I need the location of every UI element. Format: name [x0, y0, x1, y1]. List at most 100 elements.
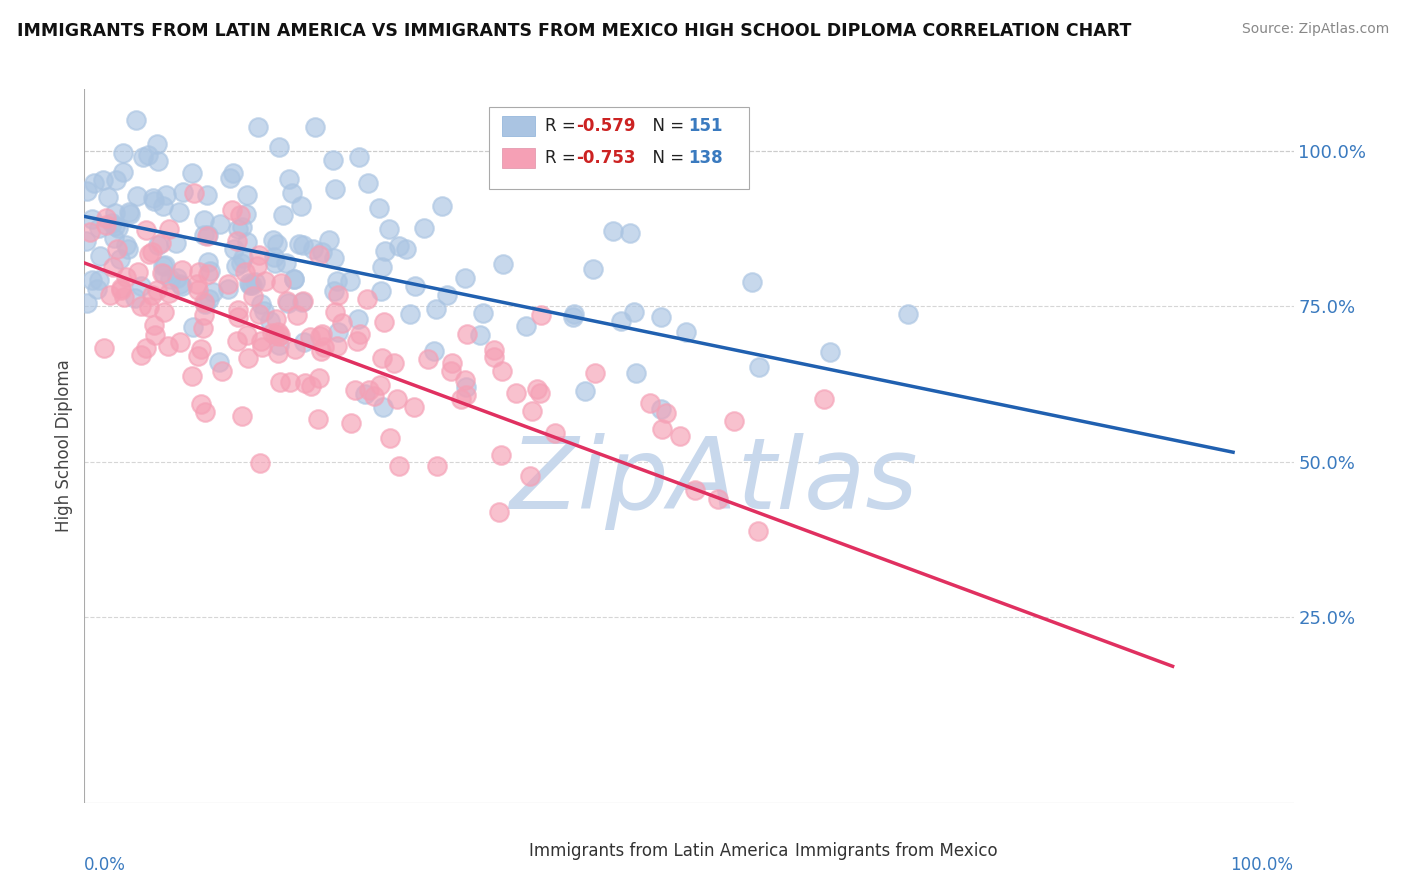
Point [105, 242, 128, 256]
Point [326, 339, 349, 353]
Point [309, 328, 332, 343]
Point [80, 273, 103, 287]
Point [281, 186, 304, 201]
Point [468, 327, 491, 342]
Point [165, 235, 187, 250]
Point [339, 416, 361, 430]
Point [83, 176, 105, 190]
Point [104, 206, 127, 220]
Point [423, 343, 446, 358]
Text: R =: R = [546, 149, 581, 167]
Point [526, 382, 548, 396]
Point [231, 219, 253, 234]
Point [382, 356, 405, 370]
Point [288, 237, 311, 252]
Y-axis label: High School Diploma: High School Diploma [55, 359, 73, 533]
Point [325, 304, 347, 318]
Point [193, 212, 215, 227]
Point [561, 310, 583, 325]
Point [193, 308, 215, 322]
Point [180, 368, 202, 383]
Point [232, 251, 254, 265]
Point [456, 326, 478, 341]
Point [302, 242, 325, 256]
Point [482, 343, 505, 358]
Point [118, 205, 141, 219]
Point [543, 425, 565, 440]
Point [308, 371, 330, 385]
Point [247, 307, 270, 321]
Point [440, 364, 463, 378]
Point [142, 191, 165, 205]
Point [242, 289, 264, 303]
Point [675, 325, 697, 339]
Point [491, 364, 513, 378]
Point [748, 359, 770, 374]
Point [471, 306, 494, 320]
Point [94, 218, 117, 232]
Point [356, 292, 378, 306]
Text: Immigrants from Latin America: Immigrants from Latin America [529, 842, 789, 860]
Point [75, 234, 97, 248]
Point [669, 429, 692, 443]
Point [370, 260, 392, 274]
Point [398, 307, 420, 321]
Point [197, 255, 219, 269]
Point [264, 312, 287, 326]
Point [654, 406, 676, 420]
Point [226, 221, 249, 235]
Point [146, 136, 169, 151]
Point [650, 310, 672, 325]
Point [357, 177, 380, 191]
Point [195, 187, 218, 202]
Point [492, 257, 515, 271]
Text: Source: ZipAtlas.com: Source: ZipAtlas.com [1241, 22, 1389, 37]
Point [114, 269, 136, 284]
Point [89, 273, 111, 287]
Point [277, 295, 299, 310]
Point [262, 326, 284, 340]
Point [640, 396, 662, 410]
Point [249, 334, 271, 348]
Point [236, 351, 259, 366]
Point [425, 302, 447, 317]
Point [651, 422, 673, 436]
Point [138, 246, 160, 260]
Point [233, 265, 256, 279]
FancyBboxPatch shape [489, 107, 749, 189]
Point [623, 305, 645, 319]
Point [143, 328, 166, 343]
Point [266, 237, 288, 252]
Point [155, 188, 177, 202]
Point [226, 234, 249, 248]
Point [519, 468, 541, 483]
Point [131, 348, 153, 362]
Point [226, 334, 249, 348]
Point [436, 288, 458, 302]
Point [323, 285, 346, 299]
Point [374, 244, 396, 259]
Point [193, 227, 215, 242]
Point [250, 340, 273, 354]
Point [304, 120, 326, 135]
Point [292, 335, 315, 350]
Point [101, 260, 124, 274]
Point [124, 291, 146, 305]
Point [454, 373, 477, 387]
Point [127, 189, 149, 203]
Text: N =: N = [641, 149, 689, 167]
Text: ZipAtlas: ZipAtlas [509, 434, 917, 530]
Point [583, 366, 606, 380]
Point [131, 299, 153, 313]
Point [105, 173, 128, 187]
Point [135, 223, 157, 237]
Point [378, 221, 401, 235]
Point [897, 307, 920, 321]
Point [491, 448, 513, 462]
Text: Immigrants from Mexico: Immigrants from Mexico [796, 842, 998, 860]
Point [371, 351, 394, 365]
Point [236, 188, 259, 202]
Point [328, 325, 350, 339]
Point [217, 277, 239, 291]
Point [322, 153, 344, 167]
